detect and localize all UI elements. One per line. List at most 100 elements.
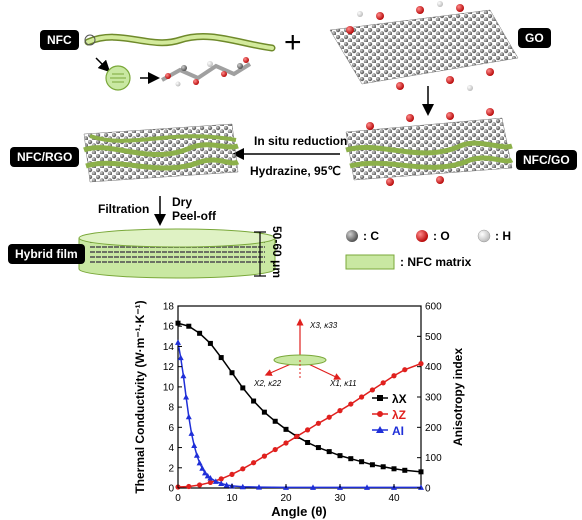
inset-x1-label: X1, κ11 — [329, 379, 357, 388]
x-tick-label: 30 — [334, 493, 346, 504]
series-1-point — [315, 420, 321, 426]
legend-lambda-x: λX — [392, 392, 407, 406]
series-1-point — [348, 401, 354, 407]
y-right-tick-label: 600 — [425, 302, 442, 313]
series-2-point — [202, 469, 208, 476]
series-1-point — [418, 361, 424, 367]
hybrid-film-tag: Hybrid film — [8, 244, 85, 264]
series-0-point — [261, 409, 267, 415]
thermal-conductivity-chart: 0 10 20 30 400246810121416180100200300400500… — [133, 300, 465, 519]
y-axis-left-label: Thermal Conductivity (W·m⁻¹·K⁻¹) — [133, 300, 147, 493]
legend-ai: AI — [392, 424, 404, 438]
hybrid-film — [78, 228, 276, 279]
y-left-tick-label: 10 — [163, 382, 175, 393]
nfc-go-tag: NFC/GO — [516, 150, 577, 170]
legend-lambda-z: λZ — [392, 408, 406, 422]
series-1-point — [391, 373, 397, 379]
orientation-inset: X3, κ33 X1, κ11 X2, κ22 — [253, 318, 357, 388]
filtration-label: Filtration — [98, 202, 150, 216]
series-1-point — [218, 476, 224, 482]
inset-x2-label: X2, κ22 — [253, 379, 282, 388]
y-right-tick-label: 300 — [425, 393, 442, 404]
series-0-point — [240, 385, 246, 391]
series-1-point — [402, 367, 408, 373]
nfc-tag: NFC — [40, 30, 79, 50]
series-0-point — [207, 340, 213, 346]
x-tick-label: 20 — [280, 493, 292, 504]
hydrazine-label: Hydrazine, 95℃ — [250, 164, 341, 178]
series-2-point — [177, 354, 184, 361]
series-2-point — [180, 372, 187, 379]
x-tick-label: 10 — [226, 493, 238, 504]
series-2-point — [196, 459, 203, 466]
series-0-point — [272, 418, 278, 424]
nfc-go-composite — [345, 108, 514, 186]
y-left-tick-label: 0 — [168, 484, 174, 495]
oxygen-atom-icon — [416, 230, 428, 242]
series-1-point — [229, 471, 235, 477]
series-1-point — [283, 440, 289, 446]
series-2-point — [310, 484, 316, 490]
go-sheet — [329, 1, 519, 91]
y-left-tick-label: 14 — [163, 342, 175, 353]
x-tick-label: 40 — [388, 493, 400, 504]
cellulose-chain-molecule — [161, 57, 252, 87]
y-left-tick-label: 2 — [168, 463, 174, 474]
series-2-point — [193, 452, 200, 458]
thickness-label: 50-60 μm — [270, 226, 284, 279]
carbon-legend-label: : C — [363, 229, 379, 243]
series-0-point — [359, 459, 365, 465]
series-2-point — [212, 478, 219, 484]
series-1-point — [359, 394, 365, 400]
hydrogen-atom-icon — [477, 229, 491, 243]
series-0-point — [326, 449, 332, 455]
series-1-point — [251, 460, 257, 466]
series-2-point — [188, 430, 195, 436]
series-2-point — [204, 472, 211, 479]
peel-off-label: Peel-off — [172, 209, 217, 223]
nfc-matrix-swatch — [345, 254, 395, 270]
series-2-point — [223, 481, 230, 488]
x-axis-label: Angle (θ) — [271, 504, 326, 519]
series-0-point — [229, 370, 235, 376]
series-2-point — [183, 394, 190, 400]
y-right-tick-label: 0 — [425, 484, 431, 495]
series-1-point — [186, 483, 192, 490]
series-1-point — [326, 414, 332, 420]
series-2-point — [207, 474, 214, 481]
series-0-point — [418, 469, 424, 475]
series-0-point — [283, 426, 289, 432]
series-1-point — [197, 482, 203, 488]
series-2-point — [239, 483, 246, 490]
series-1-point — [261, 453, 267, 459]
series-2-point — [175, 339, 181, 345]
schematic-diagram: + — [78, 1, 519, 279]
series-2-point — [418, 484, 424, 490]
plus-sign: + — [284, 26, 302, 59]
y-right-tick-label: 500 — [425, 332, 442, 343]
series-0-point — [197, 330, 203, 336]
series-0-point — [175, 320, 181, 326]
series-1-point — [294, 433, 300, 440]
inset-x3-label: X3, κ33 — [309, 321, 338, 330]
series-2-point — [199, 465, 206, 471]
series-0-point — [186, 323, 192, 329]
series-0-point — [380, 464, 386, 470]
series-1-point — [305, 427, 311, 433]
y-left-tick-label: 4 — [168, 443, 174, 454]
series-0-point — [391, 466, 397, 472]
in-situ-reduction-label: In situ reduction — [254, 134, 348, 148]
x-tick-label: 0 — [175, 493, 181, 504]
dry-label: Dry — [172, 195, 193, 209]
series-1-point — [240, 466, 246, 472]
series-0-point — [369, 462, 375, 468]
y-left-tick-label: 6 — [168, 423, 174, 434]
series-2-point — [256, 484, 262, 490]
nfc-matrix-legend-label: : NFC matrix — [400, 255, 472, 269]
series-1-point — [337, 408, 343, 414]
series-1-point — [380, 380, 386, 386]
y-left-tick-label: 16 — [163, 322, 175, 333]
y-left-tick-label: 18 — [163, 302, 175, 313]
series-0-point — [337, 453, 343, 459]
series-2-point — [185, 413, 192, 420]
